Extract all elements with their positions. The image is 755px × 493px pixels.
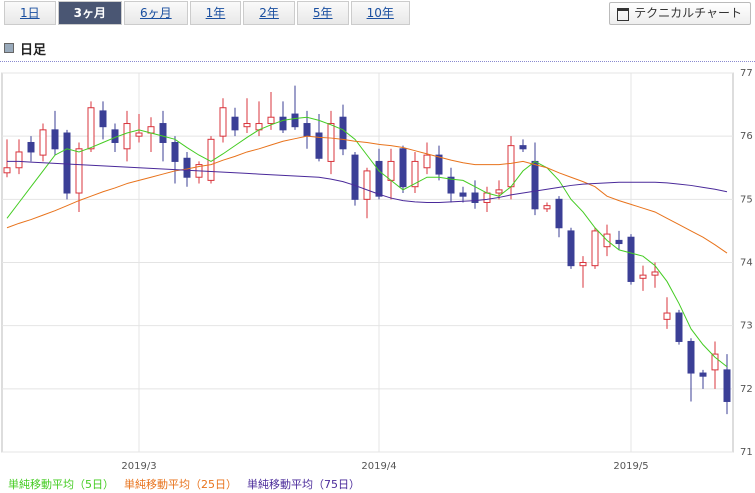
candle-body <box>219 107 227 137</box>
range-tab[interactable]: 10年 <box>350 1 410 25</box>
candle-body <box>231 116 239 131</box>
candle-body <box>27 141 35 153</box>
candle-body <box>507 145 515 188</box>
candle-body <box>327 123 335 162</box>
candle-body <box>159 123 167 143</box>
candle-body <box>711 353 719 371</box>
range-tab[interactable]: 5年 <box>296 1 349 25</box>
candle-body <box>411 160 419 188</box>
candle-body <box>39 129 47 156</box>
candle-body <box>639 274 647 279</box>
candle-body <box>243 123 251 128</box>
candle-body <box>555 198 563 229</box>
moving-average <box>6 116 728 368</box>
range-tabs: 1日 3ヶ月 6ヶ月 1年 2年 5年 10年 <box>4 1 412 25</box>
candle-body <box>543 205 551 210</box>
candle-body <box>615 239 623 245</box>
candle-body <box>435 154 443 175</box>
candle-body <box>183 157 191 178</box>
candle-body <box>339 116 347 150</box>
candle-body <box>303 123 311 137</box>
candle-body <box>483 192 491 203</box>
header: 日足 <box>20 43 47 58</box>
range-tab[interactable]: 6ヶ月 <box>124 1 188 25</box>
range-tab[interactable]: 2年 <box>243 1 295 25</box>
candle-body <box>135 132 143 137</box>
candle-body <box>375 160 383 197</box>
candle-body <box>3 167 11 174</box>
x-tick-label: 2019/4 <box>361 461 396 472</box>
candle-body <box>663 312 671 320</box>
candle-body <box>495 189 503 194</box>
range-tab[interactable]: 3ヶ月 <box>57 1 122 25</box>
candle-body <box>651 271 659 276</box>
candle-body <box>627 236 635 282</box>
legend-entry: 単純移動平均（75日） <box>247 477 360 491</box>
y-tick-label: 77 <box>740 68 753 79</box>
candle-body <box>15 151 23 169</box>
candle-body <box>699 372 707 377</box>
candle-body <box>363 170 371 200</box>
candle-body <box>87 107 95 150</box>
candle-body <box>279 116 287 131</box>
y-tick-label: 73 <box>740 321 753 332</box>
x-tick-label: 2019/5 <box>613 461 648 472</box>
x-tick-label: 2019/3 <box>121 461 156 472</box>
candle-body <box>63 132 71 194</box>
candle-body <box>579 262 587 267</box>
moving-average <box>7 160 728 203</box>
y-tick-label: 75 <box>740 194 753 205</box>
candle-body <box>99 110 107 128</box>
candle-body <box>519 145 527 150</box>
candle-body <box>75 148 83 194</box>
candle-body <box>423 154 431 169</box>
legend-entry: 単純移動平均（25日） <box>124 477 237 491</box>
candle-body <box>123 123 131 150</box>
candle-body <box>51 129 59 150</box>
candle-body <box>567 230 575 267</box>
y-tick-label: 74 <box>740 258 753 269</box>
legend-entry: 単純移動平均（5日） <box>8 477 114 491</box>
candle-body <box>447 176 455 194</box>
candle-body <box>687 340 695 374</box>
divider <box>0 61 755 62</box>
y-tick-label: 71 <box>740 447 753 458</box>
y-tick-label: 72 <box>740 384 753 395</box>
candle-body <box>387 160 395 181</box>
technical-chart-button[interactable]: テクニカルチャート <box>609 2 751 25</box>
candle-body <box>267 116 275 125</box>
candle-body <box>399 148 407 188</box>
header-icon <box>4 43 14 53</box>
candle-body <box>531 160 539 210</box>
range-tab[interactable]: 1日 <box>4 1 56 25</box>
candle-body <box>675 312 683 342</box>
candle-body <box>591 230 599 267</box>
moving-average <box>6 135 728 254</box>
y-tick-label: 76 <box>740 131 753 142</box>
candle-body <box>291 113 299 128</box>
candle-body <box>471 192 479 203</box>
candle-body <box>351 154 359 200</box>
candle-body <box>723 369 731 402</box>
candle-body <box>315 132 323 159</box>
range-tab[interactable]: 1年 <box>189 1 242 25</box>
candle-body <box>171 141 179 162</box>
candle-body <box>459 192 467 197</box>
